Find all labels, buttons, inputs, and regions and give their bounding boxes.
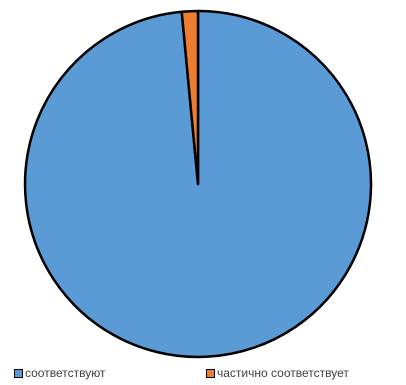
- legend-swatch-partially-compliant: [206, 368, 215, 378]
- legend-item-compliant: соответствуют: [14, 366, 105, 380]
- legend-label-partially-compliant: частично соответствует: [217, 366, 349, 380]
- pie-chart: [23, 9, 373, 359]
- pie-slices: [23, 9, 373, 359]
- pie-slice-2: [180, 9, 200, 186]
- legend: соответствуют частично соответствует: [0, 366, 406, 384]
- legend-item-partially-compliant: частично соответствует: [206, 366, 349, 380]
- legend-swatch-compliant: [14, 368, 23, 378]
- legend-label-compliant: соответствуют: [25, 366, 106, 380]
